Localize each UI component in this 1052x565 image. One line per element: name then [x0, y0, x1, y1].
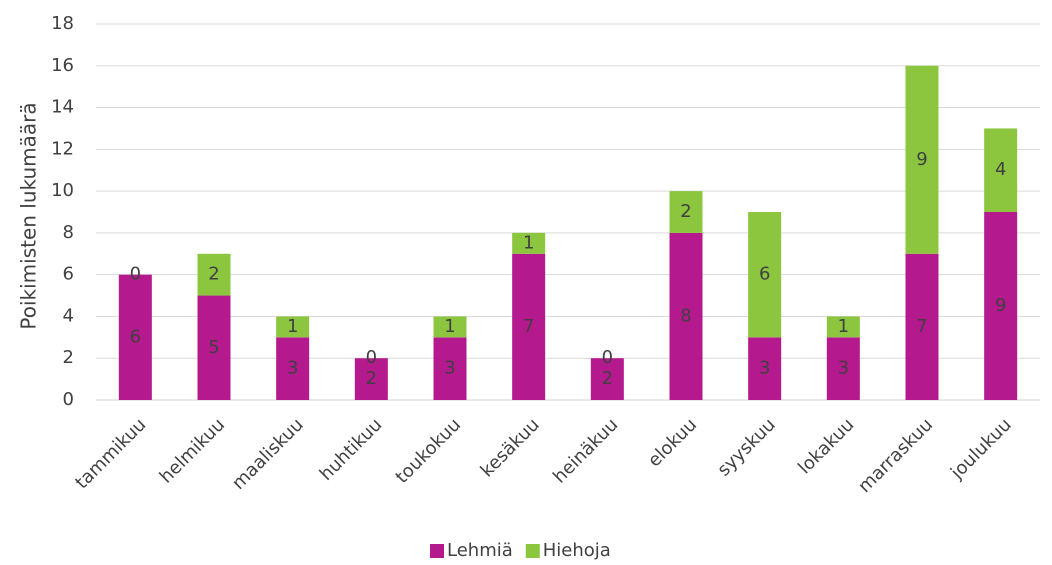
y-axis-ticks: 0 2 4 6 8 10 12 14 16 18	[51, 13, 74, 410]
bar-segment	[826, 316, 860, 338]
data-label: 0	[366, 347, 377, 368]
data-label: 1	[444, 316, 455, 337]
bar-segment	[512, 253, 546, 400]
category-label: marraskuu	[854, 414, 937, 497]
bar-segment	[276, 316, 310, 338]
y-tick-label: 14	[51, 97, 74, 118]
category-label: helmikuu	[156, 414, 229, 487]
data-label: 3	[838, 358, 849, 379]
category-label: huhtikuu	[316, 414, 387, 485]
category-label: lokakuu	[794, 414, 858, 478]
category-label: tammikuu	[71, 414, 150, 493]
legend-swatch	[525, 544, 540, 558]
data-label: 3	[287, 358, 298, 379]
bar-segment	[984, 212, 1018, 400]
bar-segment	[197, 295, 231, 400]
y-tick-label: 18	[51, 13, 74, 34]
data-label: 9	[916, 149, 927, 170]
y-tick-label: 0	[63, 389, 74, 410]
gridlines	[96, 23, 1040, 401]
bar-segment	[826, 337, 860, 400]
bar-segment	[433, 337, 467, 400]
category-label: joulukuu	[946, 414, 1016, 484]
y-tick-label: 12	[51, 138, 74, 159]
bar-segment	[748, 337, 782, 400]
data-label: 8	[680, 305, 691, 326]
data-label: 2	[602, 368, 613, 389]
data-label: 2	[680, 201, 691, 222]
data-label: 0	[130, 264, 141, 285]
bar-segment	[197, 253, 231, 296]
data-label: 7	[523, 316, 534, 337]
bar-segment	[669, 232, 703, 400]
category-label: maaliskuu	[228, 414, 308, 494]
bar-segment	[669, 191, 703, 233]
bar-segment	[905, 253, 939, 400]
bar-segment	[118, 274, 152, 400]
y-axis-label: Poikimisten lukumäärä	[17, 102, 41, 329]
data-label: 9	[995, 295, 1006, 316]
data-label: 1	[287, 316, 298, 337]
category-label: kesäkuu	[477, 414, 544, 481]
data-label: 3	[759, 358, 770, 379]
y-tick-label: 6	[63, 264, 74, 285]
category-label: syyskuu	[713, 414, 779, 480]
legend-label: Hiehoja	[543, 540, 611, 561]
bar-segment	[984, 128, 1018, 212]
y-tick-label: 16	[51, 55, 74, 76]
category-label: elokuu	[644, 414, 701, 471]
legend-label: Lehmiä	[447, 540, 513, 561]
y-tick-label: 4	[63, 305, 74, 326]
bars	[118, 65, 1018, 400]
bar-segment	[512, 232, 546, 254]
data-label: 0	[602, 347, 613, 368]
data-label: 5	[208, 337, 219, 358]
data-label: 4	[995, 159, 1006, 180]
bar-segment	[748, 212, 782, 338]
data-label: 3	[444, 358, 455, 379]
bar-segment	[276, 337, 310, 400]
category-label: heinäkuu	[549, 414, 622, 487]
legend: Lehmiä Hiehoja	[430, 540, 611, 561]
legend-swatch	[430, 544, 444, 558]
y-tick-label: 8	[63, 222, 74, 243]
data-label: 6	[130, 326, 141, 347]
data-label: 1	[523, 232, 534, 253]
data-label: 7	[916, 316, 927, 337]
bar-segment	[905, 65, 939, 254]
bar-segment	[590, 358, 624, 400]
y-tick-label: 10	[51, 180, 74, 201]
bar-segment	[354, 358, 388, 400]
data-label: 1	[838, 316, 849, 337]
data-label: 2	[366, 368, 377, 389]
category-label: toukokuu	[392, 414, 466, 488]
bar-segment	[433, 316, 467, 338]
data-label: 6	[759, 264, 770, 285]
y-tick-label: 2	[63, 347, 74, 368]
data-label: 2	[208, 264, 219, 285]
